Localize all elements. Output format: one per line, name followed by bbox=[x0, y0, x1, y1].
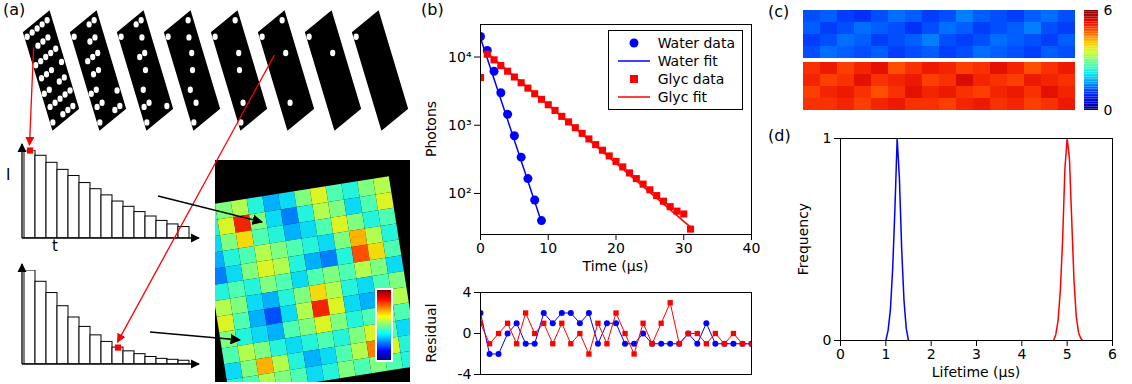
html-text:(d): (d) bbox=[768, 126, 791, 145]
svg-text:4: 4 bbox=[1017, 346, 1026, 362]
html-text:Photons: Photons bbox=[423, 100, 439, 158]
svg-text:3: 3 bbox=[972, 346, 981, 362]
html-text:(b): (b) bbox=[421, 0, 444, 19]
svg-text:0: 0 bbox=[823, 332, 832, 348]
html-text:I: I bbox=[6, 166, 11, 184]
html-text:Time (µs): Time (µs) bbox=[582, 258, 649, 274]
html-text:Residual: Residual bbox=[423, 303, 439, 363]
svg-text:10: 10 bbox=[539, 240, 557, 256]
svg-text:0: 0 bbox=[463, 325, 472, 341]
svg-text:30: 30 bbox=[675, 240, 693, 256]
html-text:Glyc data: Glyc data bbox=[657, 71, 725, 87]
svg-text:10²: 10² bbox=[448, 185, 471, 201]
svg-text:4: 4 bbox=[463, 284, 472, 300]
svg-text:0: 0 bbox=[1104, 102, 1113, 117]
svg-text:0: 0 bbox=[836, 346, 845, 362]
html-text:(a): (a) bbox=[3, 0, 26, 19]
html-text:(c): (c) bbox=[768, 2, 790, 21]
html-text:Frequency: Frequency bbox=[795, 202, 811, 276]
svg-text:1: 1 bbox=[881, 346, 890, 362]
svg-text:1: 1 bbox=[823, 130, 832, 146]
html-text:Water fit: Water fit bbox=[657, 53, 718, 69]
svg-text:10⁴: 10⁴ bbox=[448, 49, 472, 65]
html-text:Glyc fit: Glyc fit bbox=[657, 89, 708, 105]
svg-text:0: 0 bbox=[476, 240, 485, 256]
svg-text:2: 2 bbox=[927, 346, 936, 362]
svg-text:10³: 10³ bbox=[448, 117, 471, 133]
svg-text:40: 40 bbox=[743, 240, 761, 256]
svg-text:5: 5 bbox=[1063, 346, 1072, 362]
svg-text:6: 6 bbox=[1108, 346, 1117, 362]
html-text:Water data: Water data bbox=[657, 35, 735, 51]
svg-text:20: 20 bbox=[607, 240, 625, 256]
svg-text:-4: -4 bbox=[458, 366, 472, 382]
html-text:t: t bbox=[52, 237, 58, 255]
svg-text:6: 6 bbox=[1104, 3, 1113, 18]
html-text:Lifetime (µs): Lifetime (µs) bbox=[931, 364, 1021, 380]
